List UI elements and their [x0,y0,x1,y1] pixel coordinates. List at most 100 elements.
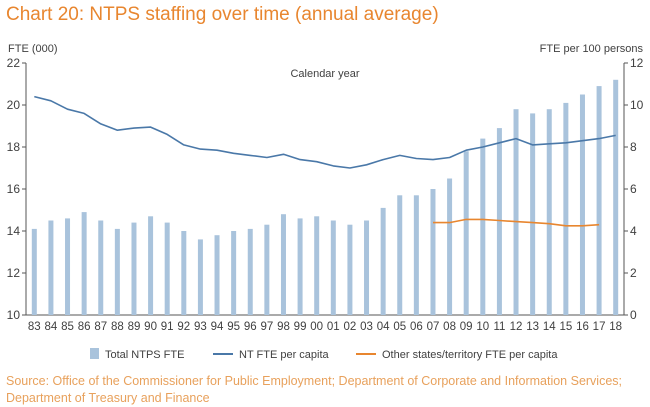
bar-total-ntps-fte [463,151,469,315]
x-tick-label: 07 [427,321,440,333]
bar-total-ntps-fte [81,212,87,315]
x-tick-label: 91 [161,321,174,333]
x-tick-label: 94 [211,321,224,333]
bar-total-ntps-fte [596,86,602,315]
x-tick-label: 89 [128,321,141,333]
bar-total-ntps-fte [480,138,486,315]
bar-total-ntps-fte [430,189,436,315]
bar-total-ntps-fte [496,128,502,315]
x-tick-label: 90 [144,321,157,333]
x-tick-label: 84 [45,321,58,333]
x-tick-label: 05 [393,321,406,333]
bar-total-ntps-fte [131,222,137,315]
legend: Total NTPS FTE NT FTE per capita Other sta… [90,348,558,361]
bar-total-ntps-fte [364,220,370,315]
bar-total-ntps-fte [397,195,403,315]
x-tick-label: 96 [244,321,257,333]
bar-total-ntps-fte [330,220,336,315]
bar-total-ntps-fte [613,79,619,315]
bar-total-ntps-fte [31,228,37,315]
legend-label-other-states-fte-per-capita: Other states/territory FTE per capita [382,349,558,361]
line-series [34,95,616,227]
left-tick-label: 22 [7,56,21,70]
bar-total-ntps-fte [297,218,303,315]
x-tick-label: 10 [476,321,489,333]
x-tick-label: 09 [460,321,473,333]
source-note: Source: Office of the Commissioner for P… [6,374,623,405]
x-tick-label: 17 [593,321,606,333]
x-tick-label: 92 [177,321,190,333]
bar-total-ntps-fte [546,109,552,315]
x-tick-label: 97 [260,321,273,333]
line-other-states-fte-per-capita [433,218,600,227]
x-tick-label: 00 [310,321,323,333]
x-tick-label: 88 [111,321,124,333]
bar-total-ntps-fte [231,231,237,315]
bar-total-ntps-fte [314,216,320,315]
right-tick-label: 8 [630,140,637,154]
x-tick-label: 04 [377,321,390,333]
bar-total-ntps-fte [114,228,120,315]
bar-total-ntps-fte [413,195,419,315]
x-tick-label: 93 [194,321,207,333]
x-tick-label: 12 [510,321,523,333]
bar-total-ntps-fte [579,94,585,315]
bar-total-ntps-fte [197,239,203,315]
x-tick-label: 02 [344,321,357,333]
right-tick-label: 2 [630,266,637,280]
x-tick-label: 14 [543,321,556,333]
x-tick-label: 95 [227,321,240,333]
right-axis-title: FTE per 100 persons [540,43,644,55]
x-tick-label: 85 [61,321,74,333]
x-tick-label: 03 [360,321,373,333]
right-tick-label: 4 [630,224,637,238]
x-tick-label: 13 [526,321,539,333]
x-tick-label: 01 [327,321,340,333]
right-tick-label: 10 [630,98,644,112]
x-axis-title: Calendar year [290,68,359,80]
bar-total-ntps-fte [513,109,519,315]
x-tick-label: 06 [410,321,423,333]
bar-total-ntps-fte [347,224,353,315]
bar-total-ntps-fte [380,207,386,315]
x-tick-label: 86 [78,321,91,333]
legend-swatch-total-ntps-fte [90,348,99,359]
bar-total-ntps-fte [247,228,253,315]
right-tick-label: 12 [630,56,644,70]
left-tick-label: 16 [7,182,21,196]
bar-total-ntps-fte [214,235,220,315]
left-tick-label: 14 [7,224,21,238]
x-tick-label: 18 [609,321,622,333]
right-tick-label: 6 [630,182,637,196]
bar-total-ntps-fte [164,222,170,315]
x-tick-label: 98 [277,321,290,333]
x-tick-label: 15 [559,321,572,333]
chart-title: Chart 20: NTPS staffing over time (annua… [6,4,439,25]
bar-series-total-ntps-fte [31,79,619,316]
legend-label-total-ntps-fte: Total NTPS FTE [105,349,184,361]
line-nt-fte-per-capita [34,95,616,169]
x-tick-label: 16 [576,321,589,333]
bar-total-ntps-fte [280,214,286,315]
right-tick-label: 0 [630,308,637,322]
x-tick-label: 87 [94,321,107,333]
bar-total-ntps-fte [65,218,71,315]
bar-total-ntps-fte [264,224,270,315]
left-tick-label: 12 [7,266,21,280]
bar-total-ntps-fte [48,220,54,315]
x-tick-label: 08 [443,321,456,333]
left-tick-label: 20 [7,98,21,112]
x-tick-label: 99 [294,321,307,333]
x-tick-label: 11 [493,321,505,333]
left-axis-title: FTE (000) [8,43,58,55]
left-tick-label: 10 [7,308,21,322]
bar-total-ntps-fte [148,216,154,315]
x-tick-label: 83 [28,321,41,333]
bar-total-ntps-fte [98,220,104,315]
bar-total-ntps-fte [530,113,536,316]
legend-label-nt-fte-per-capita: NT FTE per capita [239,349,330,361]
left-tick-label: 18 [7,140,21,154]
bar-total-ntps-fte [563,102,569,316]
